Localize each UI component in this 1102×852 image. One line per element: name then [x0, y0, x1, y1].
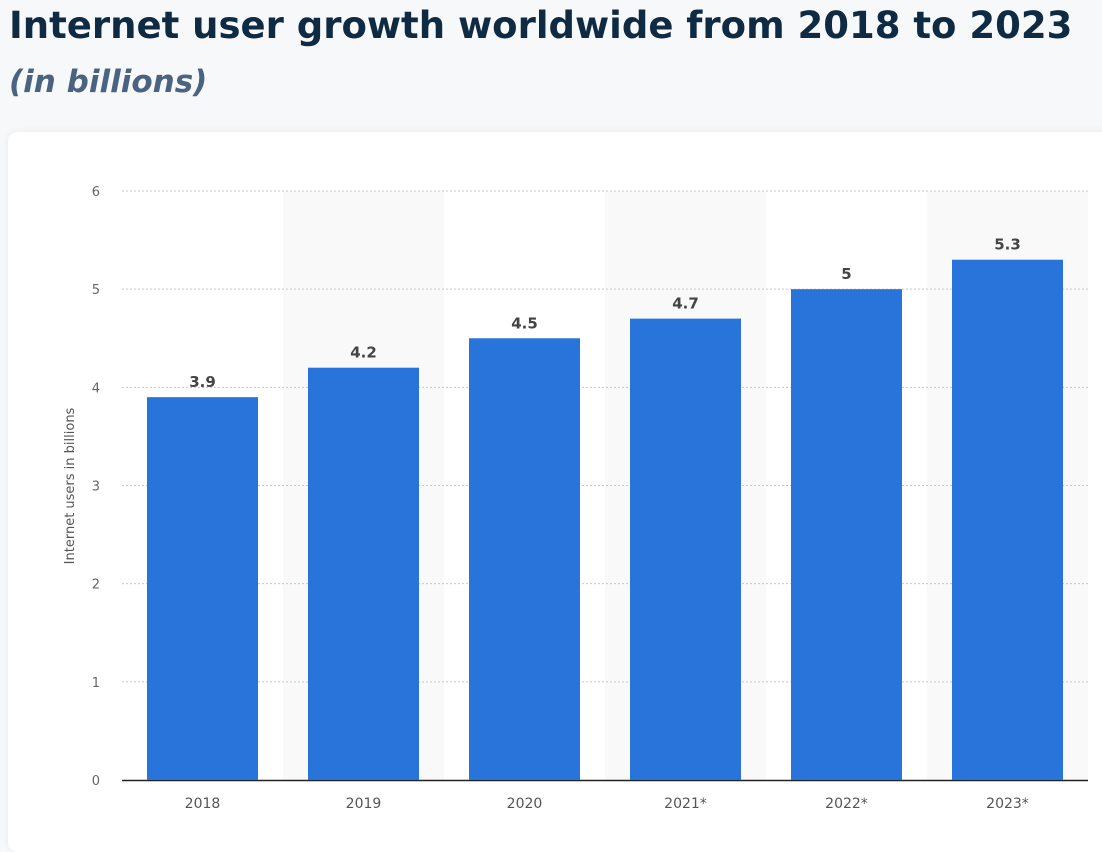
data-label: 4.7 [672, 295, 699, 313]
chart-subtitle: (in billions) [9, 64, 208, 100]
bar-chart: 0 1 2 3 4 5 6 3.9 2018 4.2 2019 4.5 2020 4.7 2021* 5 202… [63, 185, 1088, 812]
bar [469, 338, 580, 780]
x-tick-label: 2018 [185, 796, 221, 812]
chart-title: Internet user growth worldwide from 2018… [9, 4, 1073, 47]
x-tick-label: 2022* [825, 796, 868, 812]
y-tick-label: 5 [92, 283, 100, 298]
data-label: 4.5 [511, 314, 538, 332]
bar [952, 259, 1063, 780]
data-label: 5.3 [994, 236, 1021, 254]
bar [630, 318, 741, 780]
y-tick-label: 2 [92, 578, 100, 593]
x-tick-label: 2023* [986, 796, 1029, 812]
y-tick-label: 0 [92, 774, 100, 789]
bar [791, 289, 902, 780]
x-tick-label: 2020 [507, 796, 543, 812]
data-label: 4.2 [350, 344, 377, 362]
y-tick-label: 1 [92, 676, 100, 691]
y-axis-label: Internet users in billions [63, 407, 78, 564]
bar [308, 367, 419, 780]
y-tick-label: 3 [92, 480, 100, 495]
bar [147, 397, 258, 780]
y-tick-label: 6 [92, 185, 100, 200]
x-tick-label: 2019 [346, 796, 382, 812]
data-label: 5 [841, 265, 851, 283]
y-tick-label: 4 [92, 381, 100, 396]
x-tick-label: 2021* [664, 796, 707, 812]
data-label: 3.9 [189, 373, 216, 391]
